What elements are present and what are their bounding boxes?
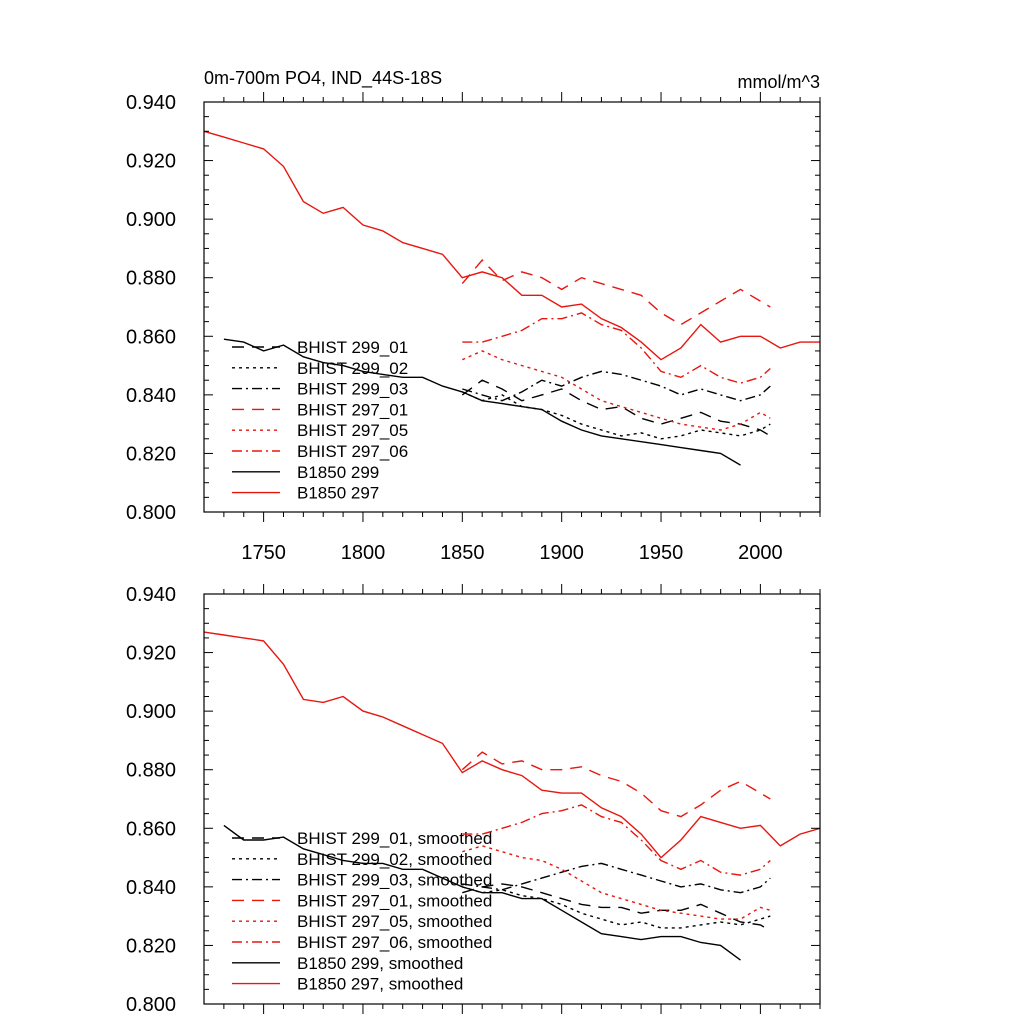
series-line — [462, 312, 771, 384]
y-tick-label: 0.900 — [126, 701, 176, 723]
series-line — [461, 379, 771, 437]
x-tick-label: 1750 — [241, 542, 286, 564]
series-line — [462, 370, 771, 402]
legend-label: BHIST 297_06 — [297, 442, 408, 461]
y-tick-label: 0.820 — [126, 935, 176, 957]
y-tick-label: 0.900 — [126, 209, 176, 231]
x-tick-label: 2000 — [738, 542, 783, 564]
y-tick-label: 0.880 — [126, 760, 176, 782]
y-tick-label: 0.840 — [126, 877, 176, 899]
series-line — [462, 804, 771, 876]
units-label: mmol/m^3 — [738, 72, 820, 92]
panel-2: 0.800 0.820 0.840 0.860 0.880 0.900 0.920 0.940 — [126, 584, 821, 1016]
series-line — [462, 350, 771, 431]
series-line — [223, 338, 741, 466]
x-tick-label: 1850 — [440, 542, 485, 564]
x-tick-label: 1800 — [341, 542, 386, 564]
y-tick-label: 0.820 — [126, 443, 176, 465]
legend-label: BHIST 299_03, smoothed — [297, 871, 492, 890]
y-tick-label: 0.800 — [126, 994, 176, 1016]
legend-label: BHIST 297_01 — [297, 400, 408, 419]
y-tick-label: 0.880 — [126, 268, 176, 290]
y-tick-label: 0.860 — [126, 818, 176, 840]
series-line — [462, 845, 771, 920]
series-line — [461, 259, 771, 326]
series-line — [223, 824, 741, 961]
series-line — [462, 391, 771, 440]
legend-label: BHIST 297_01, smoothed — [297, 891, 492, 910]
legend-label: BHIST 297_05, smoothed — [297, 912, 492, 931]
legend-label: B1850 299, smoothed — [297, 954, 463, 973]
legend-label: B1850 297 — [297, 484, 379, 503]
y-tick-label: 0.940 — [126, 92, 176, 114]
legend-label: B1850 299 — [297, 463, 379, 482]
legend-label: BHIST 299_01 — [297, 338, 408, 357]
y-tick-label: 0.940 — [126, 584, 176, 606]
series-line — [203, 130, 820, 361]
series-line — [461, 751, 771, 818]
chart-title: 0m-700m PO4, IND_44S-18S — [204, 68, 442, 89]
panel-1: 0.800 0.820 0.840 0.860 0.880 0.900 0.920 0.940… — [126, 92, 821, 564]
legend-label: BHIST 299_02, smoothed — [297, 850, 492, 869]
x-tick-label: 1950 — [639, 542, 684, 564]
series-line — [462, 883, 771, 932]
y-tick-label: 0.860 — [126, 326, 176, 348]
x-tick-label: 1900 — [539, 542, 584, 564]
series-line — [462, 862, 771, 894]
y-tick-label: 0.800 — [126, 502, 176, 524]
y-tick-label: 0.920 — [126, 151, 176, 173]
series-line — [203, 631, 821, 859]
legend-label: BHIST 297_06, smoothed — [297, 933, 492, 952]
legend-label: B1850 297, smoothed — [297, 975, 463, 994]
series-line — [462, 886, 771, 929]
y-tick-label: 0.920 — [126, 643, 176, 665]
y-tick-label: 0.840 — [126, 385, 176, 407]
legend-bottom: BHIST 299_01, smoothed BHIST 299_02, smoo… — [232, 829, 492, 994]
legend-label: BHIST 299_01, smoothed — [297, 829, 492, 848]
legend-label: BHIST 297_05 — [297, 421, 408, 440]
legend-label: BHIST 299_03 — [297, 380, 408, 399]
